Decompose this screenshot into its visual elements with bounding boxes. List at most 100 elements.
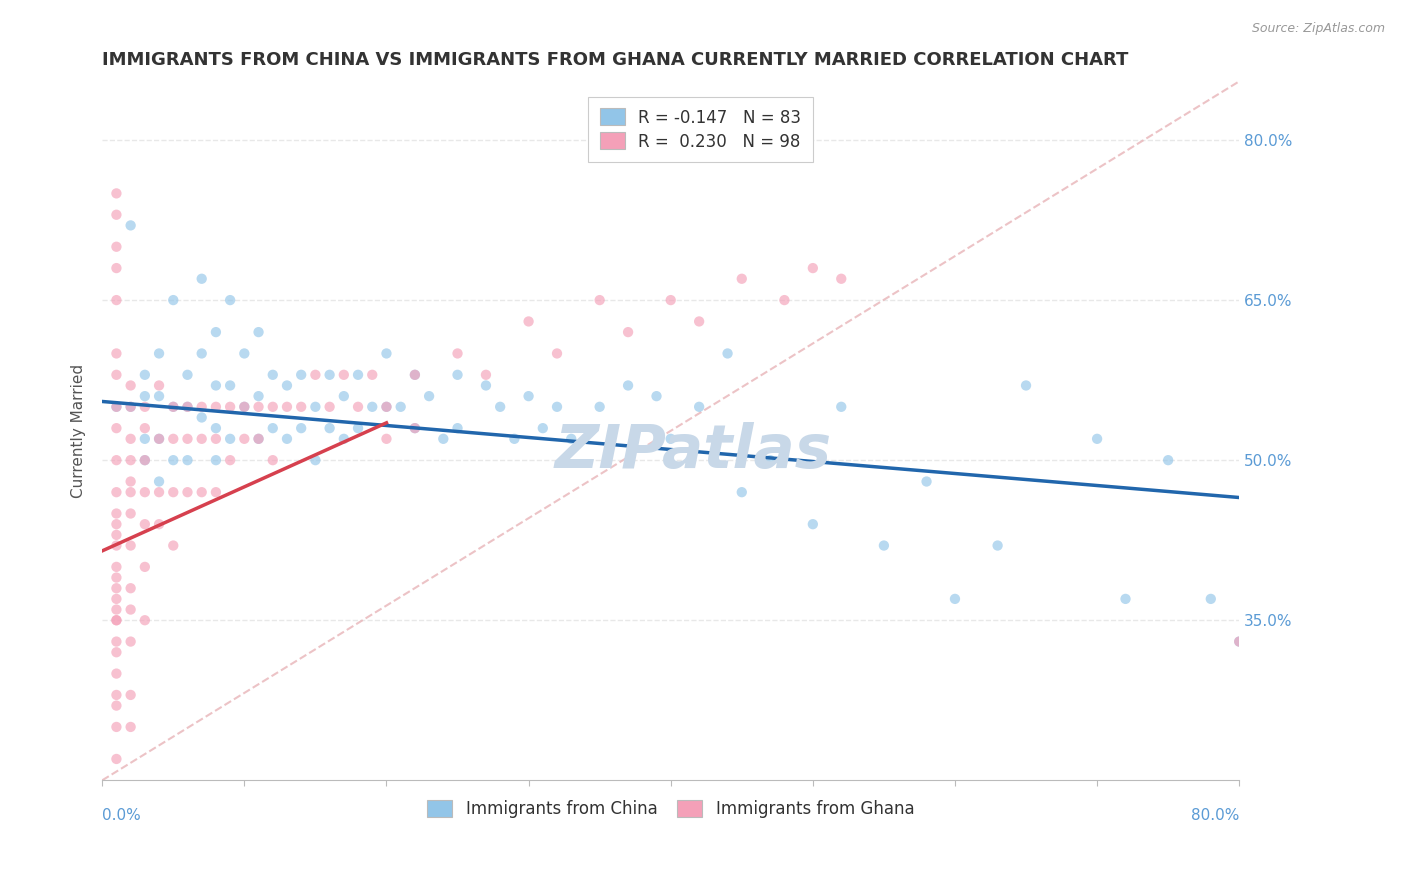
Point [588,293,610,307]
Point [120,453,142,467]
Point [134,560,156,574]
Point [731,485,754,500]
Point [205,325,228,339]
Point [546,400,568,414]
Point [446,421,468,435]
Point [247,389,270,403]
Point [531,421,554,435]
Point [389,400,412,414]
Text: Source: ZipAtlas.com: Source: ZipAtlas.com [1251,22,1385,36]
Point [375,400,398,414]
Point [1157,453,1180,467]
Point [105,581,128,595]
Point [105,186,128,201]
Point [801,261,824,276]
Point [276,432,298,446]
Point [688,400,710,414]
Point [105,688,128,702]
Point [148,346,170,360]
Point [645,389,668,403]
Point [276,378,298,392]
Point [134,368,156,382]
Point [262,400,284,414]
Y-axis label: Currently Married: Currently Married [72,364,86,498]
Point [304,368,326,382]
Point [830,400,852,414]
Point [162,432,184,446]
Point [404,368,426,382]
Point [148,517,170,532]
Point [688,314,710,328]
Point [276,400,298,414]
Point [176,485,198,500]
Text: IMMIGRANTS FROM CHINA VS IMMIGRANTS FROM GHANA CURRENTLY MARRIED CORRELATION CHA: IMMIGRANTS FROM CHINA VS IMMIGRANTS FROM… [103,51,1129,69]
Point [162,485,184,500]
Point [404,368,426,382]
Point [219,453,242,467]
Point [176,368,198,382]
Point [105,666,128,681]
Point [290,400,312,414]
Point [987,539,1010,553]
Point [247,325,270,339]
Point [134,613,156,627]
Point [943,591,966,606]
Point [205,421,228,435]
Point [105,634,128,648]
Point [333,432,356,446]
Point [446,368,468,382]
Point [219,432,242,446]
Point [290,368,312,382]
Point [333,368,356,382]
Point [1015,378,1038,392]
Point [617,378,640,392]
Point [475,368,498,382]
Point [361,368,384,382]
Point [105,613,128,627]
Point [190,432,212,446]
Point [659,293,682,307]
Point [148,475,170,489]
Point [105,368,128,382]
Point [262,453,284,467]
Point [148,485,170,500]
Point [120,378,142,392]
Point [247,432,270,446]
Point [176,400,198,414]
Point [801,517,824,532]
Point [105,560,128,574]
Point [318,400,340,414]
Point [1115,591,1137,606]
Point [219,400,242,414]
Point [347,421,370,435]
Point [1085,432,1108,446]
Point [1227,634,1250,648]
Point [830,272,852,286]
Point [120,688,142,702]
Point [190,272,212,286]
Point [560,432,582,446]
Point [446,346,468,360]
Point [290,421,312,435]
Point [247,432,270,446]
Point [233,400,256,414]
Point [176,453,198,467]
Point [1227,634,1250,648]
Point [418,389,440,403]
Point [773,293,796,307]
Point [205,485,228,500]
Point [134,485,156,500]
Point [105,453,128,467]
Point [404,421,426,435]
Point [432,432,454,446]
Point [120,581,142,595]
Point [233,346,256,360]
Point [120,485,142,500]
Point [503,432,526,446]
Point [105,720,128,734]
Point [489,400,512,414]
Point [190,346,212,360]
Point [148,389,170,403]
Point [148,432,170,446]
Point [318,368,340,382]
